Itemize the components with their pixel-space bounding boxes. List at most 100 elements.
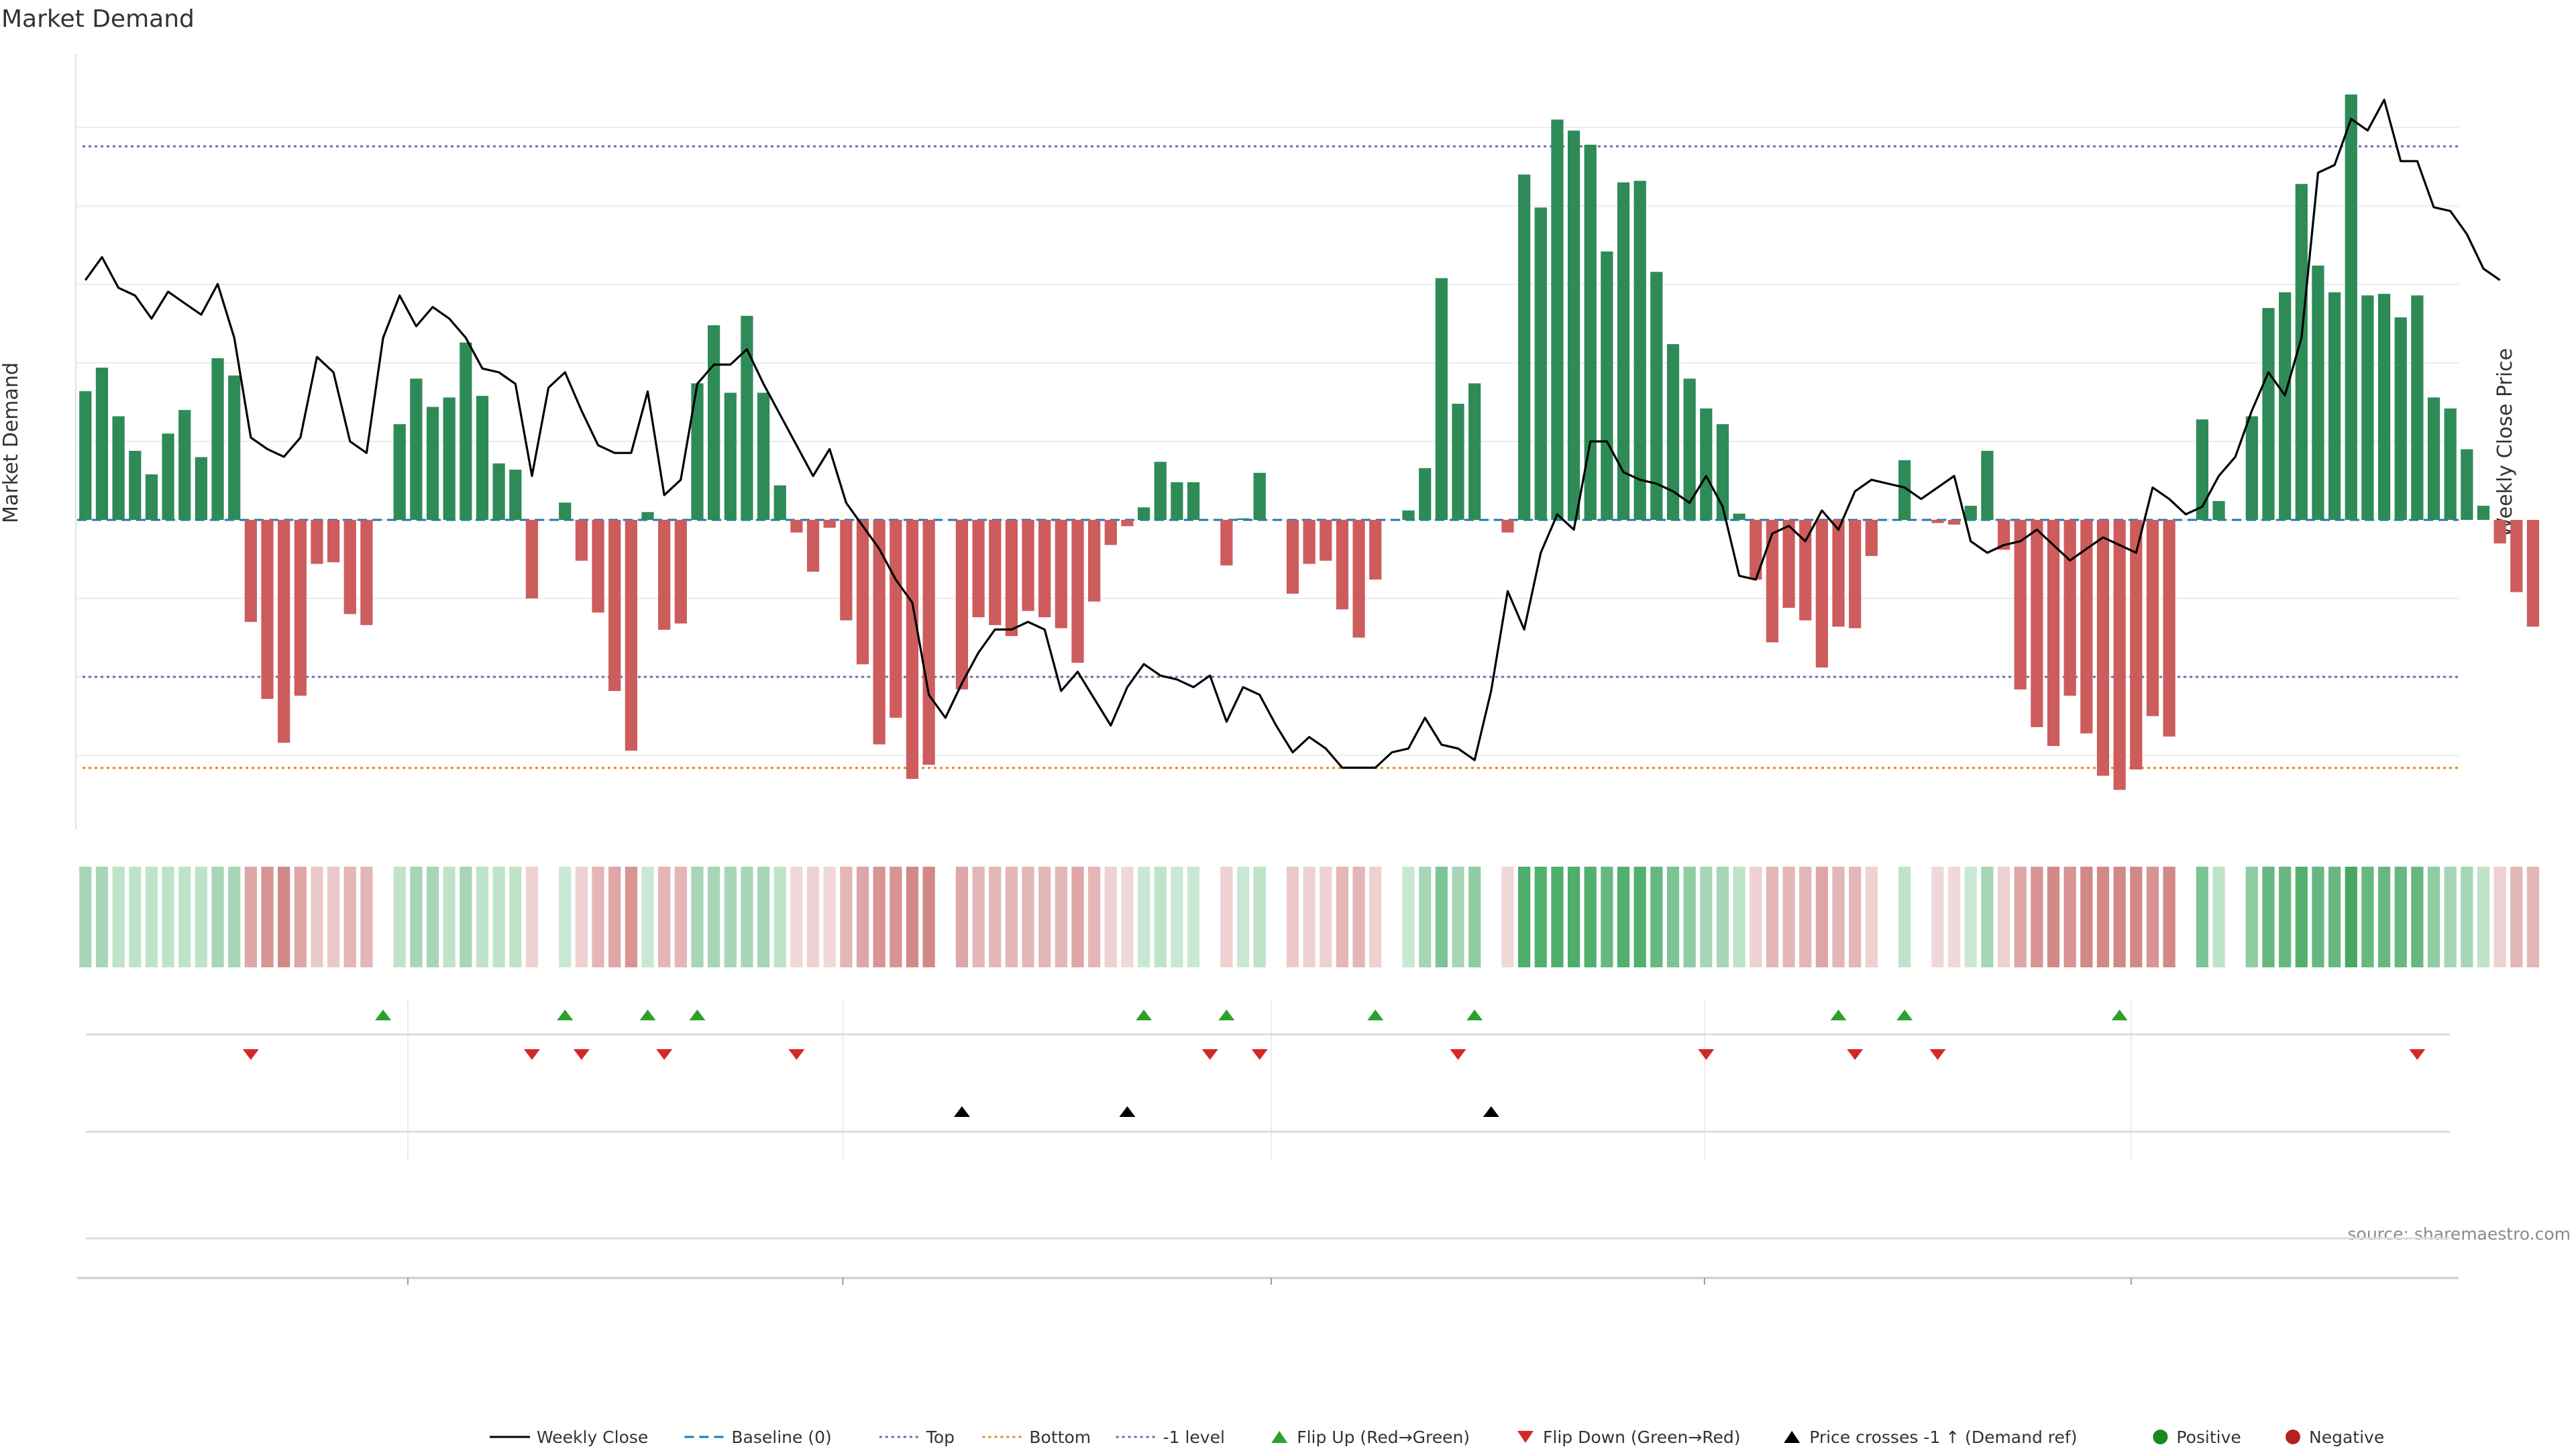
- strip-cell: [178, 867, 191, 967]
- strip-cell: [790, 867, 803, 967]
- demand-bar-negative: [2031, 520, 2043, 727]
- strip-cell: [840, 867, 853, 967]
- demand-bar-positive: [492, 463, 505, 521]
- strip-cell: [525, 867, 539, 967]
- demand-bar-negative: [1121, 520, 1134, 527]
- demand-bar-positive: [509, 470, 522, 521]
- strip-cell: [1452, 867, 1464, 967]
- strip-cell: [2047, 867, 2060, 967]
- demand-bar-negative: [2130, 520, 2143, 770]
- strip-cell: [2427, 867, 2440, 967]
- demand-bar-positive: [2279, 292, 2292, 521]
- demand-bar-negative: [1766, 520, 1779, 643]
- strip-cell: [410, 867, 423, 967]
- demand-bar-positive: [1898, 460, 1911, 521]
- demand-bar-negative: [906, 520, 919, 780]
- strip-cell: [1584, 867, 1597, 967]
- price-cross-marker: [1483, 1106, 1499, 1117]
- strip-cell: [592, 867, 604, 967]
- demand-bar-negative: [972, 520, 985, 618]
- demand-bar-negative: [327, 520, 340, 563]
- strip-cell: [2510, 867, 2523, 967]
- demand-bar-negative: [2096, 520, 2110, 776]
- demand-bar-negative: [1849, 520, 1862, 629]
- strip-cell: [1071, 867, 1084, 967]
- strip-cell: [492, 867, 505, 967]
- strip-cell: [2063, 867, 2076, 967]
- demand-bar-positive: [1551, 119, 1564, 521]
- demand-bar-negative: [989, 520, 1002, 625]
- flip-down-marker: [1847, 1049, 1864, 1060]
- strip-cell: [1815, 867, 1828, 967]
- event-markers: [86, 1010, 2450, 1240]
- reference-lines: [77, 145, 2459, 769]
- strip-cell: [426, 867, 439, 967]
- strip-cell: [2312, 867, 2324, 967]
- strip-cell: [393, 867, 406, 967]
- strip-cell: [972, 867, 985, 967]
- flip-up-marker: [1136, 1010, 1152, 1020]
- flip-down-marker: [1251, 1049, 1268, 1060]
- strip-cell: [476, 867, 489, 967]
- strip-cell: [2411, 867, 2424, 967]
- strip-cell: [658, 867, 671, 967]
- demand-bar-negative: [922, 520, 935, 765]
- demand-bar-negative: [790, 520, 803, 533]
- legend-item-negative: Negative: [2286, 1428, 2384, 1447]
- demand-bar-negative: [1352, 520, 1365, 638]
- flip-down-marker: [1929, 1049, 1946, 1060]
- strip-cell: [1683, 867, 1696, 967]
- strip-cell: [890, 867, 902, 967]
- strip-cell: [1154, 867, 1167, 967]
- strip-cell: [2493, 867, 2506, 967]
- flip-down-marker: [656, 1049, 673, 1060]
- demand-bar-positive: [1601, 251, 1613, 521]
- strip-cell: [906, 867, 919, 967]
- demand-bar-negative: [1947, 520, 1961, 525]
- strip-cell: [1716, 867, 1729, 967]
- strip-cell: [1799, 867, 1812, 967]
- strip-cell: [1551, 867, 1564, 967]
- demand-bar-negative: [525, 520, 539, 599]
- chart-title: Market Demand: [1, 5, 195, 33]
- flip-up-marker: [557, 1010, 574, 1020]
- demand-bar-negative: [674, 520, 687, 624]
- gridlines: [75, 54, 2459, 1161]
- demand-bar-negative: [625, 520, 637, 751]
- demand-bar-positive: [1137, 507, 1150, 521]
- strip-cell: [2113, 867, 2126, 967]
- demand-bar-negative: [2063, 520, 2076, 696]
- legend-item-flipDown: Flip Down (Green→Red): [1517, 1428, 1741, 1447]
- demand-bar-negative: [2146, 520, 2159, 716]
- demand-bar-positive: [2411, 295, 2424, 521]
- strip-cell: [79, 867, 92, 967]
- demand-bar-positive: [1534, 207, 1547, 521]
- legend-item-flipUp: Flip Up (Red→Green): [1271, 1428, 1470, 1447]
- demand-bars: [79, 94, 2540, 790]
- legend-item-positive: Positive: [2153, 1428, 2241, 1447]
- strip-cell: [2361, 867, 2374, 967]
- legend-label: -1 level: [1163, 1428, 1225, 1447]
- strip-cell: [575, 867, 588, 967]
- strip-cell: [674, 867, 687, 967]
- strip-cell: [311, 867, 323, 967]
- demand-bar-negative: [2493, 520, 2506, 544]
- flip-down-marker: [1450, 1049, 1466, 1060]
- legend-item-cross: Price crosses -1 ↑ (Demand ref): [1784, 1428, 2077, 1447]
- demand-bar-negative: [1997, 520, 2010, 550]
- demand-bar-negative: [1782, 520, 1795, 608]
- strip-cell: [2444, 867, 2457, 967]
- flip-down-marker: [1698, 1049, 1715, 1060]
- strip-cell: [2461, 867, 2473, 967]
- demand-bar-positive: [112, 416, 125, 521]
- strip-cell: [443, 867, 455, 967]
- strip-cell: [244, 867, 257, 967]
- flip-down-marker: [242, 1049, 259, 1060]
- flip-up-marker: [639, 1010, 656, 1020]
- strip-cell: [112, 867, 125, 967]
- strip-cell: [1236, 867, 1250, 967]
- y2-axis-label: Weekly Close Price: [2493, 348, 2517, 537]
- demand-bar-negative: [890, 520, 902, 718]
- strip-cell: [1286, 867, 1299, 967]
